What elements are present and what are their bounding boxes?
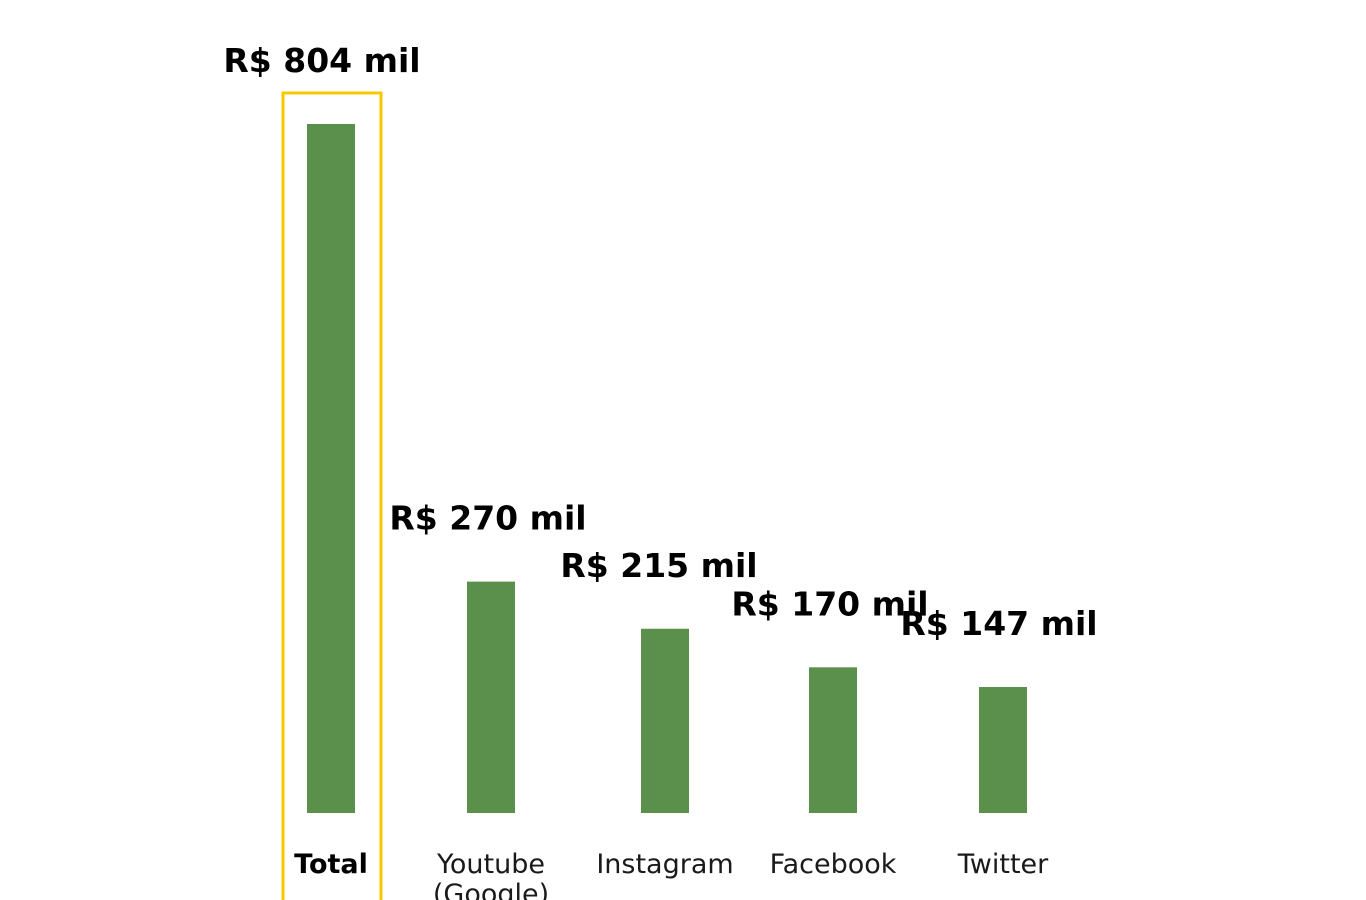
bar-4 (979, 687, 1027, 813)
category-label-2: Instagram (596, 849, 733, 880)
bar-2 (641, 628, 689, 813)
bar-0 (307, 124, 355, 813)
bar-3 (809, 667, 857, 813)
data-label-3: R$ 170 mil (731, 584, 928, 623)
category-label-3: Facebook (770, 849, 897, 880)
data-label-4: R$ 147 mil (900, 604, 1097, 643)
category-label-1-line-1: (Google) (433, 879, 549, 900)
data-label-1: R$ 270 mil (389, 499, 586, 538)
category-label-1-line-0: Youtube (436, 849, 545, 880)
data-label-0: R$ 804 mil (223, 41, 420, 80)
highlight-frame (281, 91, 383, 900)
data-label-2: R$ 215 mil (560, 546, 757, 585)
category-label-4: Twitter (957, 849, 1049, 880)
category-label-0: Total (294, 849, 368, 880)
bar-1 (467, 581, 515, 813)
